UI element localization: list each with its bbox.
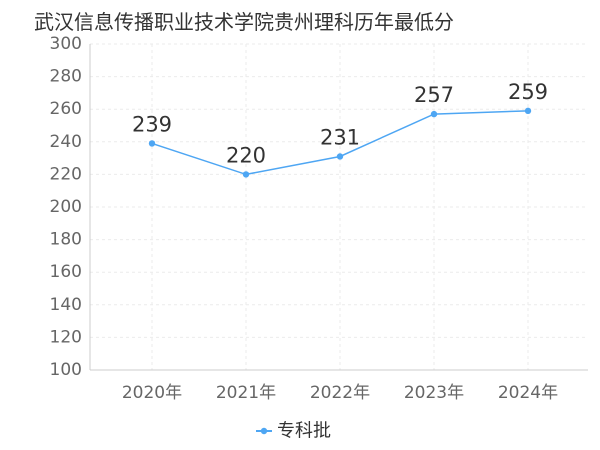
chart-title: 武汉信息传播职业技术学院贵州理科历年最低分 [34,10,454,34]
data-point [148,140,156,147]
y-tick-label: 220 [50,164,82,184]
data-point [430,110,438,118]
legend-marker [260,427,268,435]
y-tick-label: 160 [50,262,82,282]
y-tick-label: 120 [50,327,82,347]
series [148,107,532,178]
x-tick-label: 2020年 [122,383,182,403]
y-tick-label: 140 [50,295,82,315]
data-label: 220 [226,143,266,167]
y-tick-label: 260 [50,99,82,119]
axes: 100 120 140 160 180 200 220 240 260 280 300 2020年 20… [50,34,588,403]
data-label: 257 [414,83,454,107]
y-tick-label: 100 [50,360,82,380]
y-tick-label: 180 [50,230,82,250]
legend: 专科批 [256,421,331,442]
y-tick-label: 200 [50,197,82,217]
grid [90,43,588,371]
data-point [524,107,532,115]
data-label: 239 [132,112,172,136]
data-labels: 239 220 231 257 259 [132,80,548,168]
x-tick-label: 2023年 [404,383,464,403]
legend-label: 专科批 [277,421,331,442]
x-tick-label: 2024年 [498,383,558,403]
data-point [242,171,250,178]
data-label: 259 [508,80,548,104]
data-label: 231 [320,125,360,149]
y-tick-label: 240 [50,132,82,152]
y-tick-label: 280 [50,67,82,87]
data-point [336,153,344,160]
x-tick-label: 2021年 [216,383,276,403]
y-tick-label: 300 [50,34,82,54]
x-tick-label: 2022年 [310,383,370,403]
